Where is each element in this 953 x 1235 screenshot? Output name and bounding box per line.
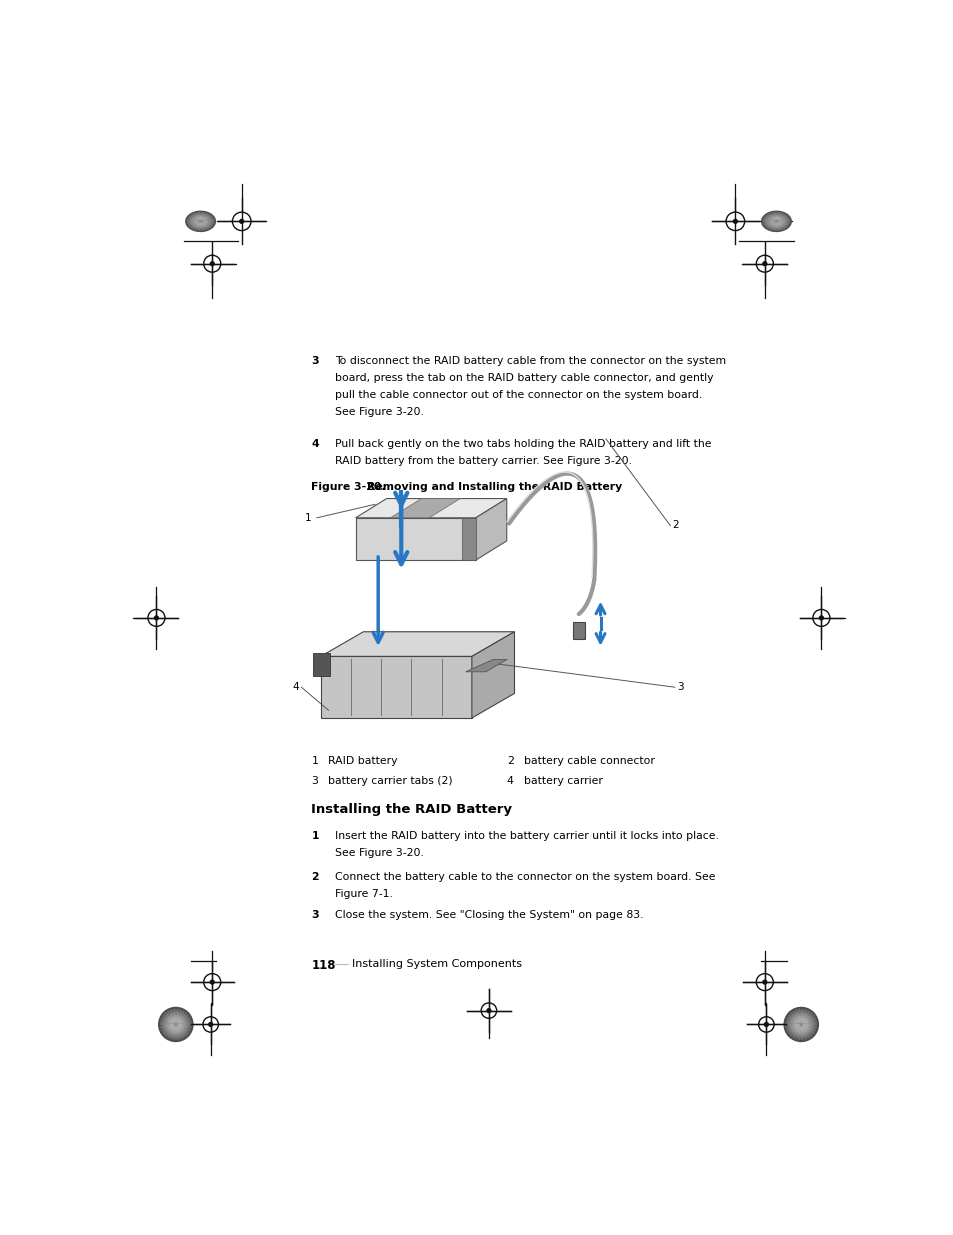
Text: To disconnect the RAID battery cable from the connector on the system: To disconnect the RAID battery cable fro…	[335, 356, 725, 366]
Text: 2: 2	[311, 872, 318, 882]
Text: board, press the tab on the RAID battery cable connector, and gently: board, press the tab on the RAID battery…	[335, 373, 713, 383]
Text: Figure 7-1.: Figure 7-1.	[335, 889, 393, 899]
Text: 1: 1	[305, 513, 311, 522]
Ellipse shape	[770, 217, 781, 226]
Circle shape	[239, 220, 243, 224]
Ellipse shape	[768, 216, 783, 227]
Text: RAID battery from the battery carrier. See Figure 3-20.: RAID battery from the battery carrier. S…	[335, 456, 631, 466]
Ellipse shape	[193, 216, 208, 227]
Circle shape	[763, 1023, 767, 1026]
Ellipse shape	[162, 1011, 189, 1037]
Ellipse shape	[785, 1009, 816, 1040]
Ellipse shape	[764, 214, 787, 230]
Ellipse shape	[789, 1014, 812, 1035]
Ellipse shape	[160, 1009, 192, 1040]
Ellipse shape	[794, 1018, 807, 1031]
Text: Close the system. See "Closing the System" on page 83.: Close the system. See "Closing the Syste…	[335, 910, 642, 920]
Text: Insert the RAID battery into the battery carrier until it locks into place.: Insert the RAID battery into the battery…	[335, 831, 718, 841]
Text: 2: 2	[672, 520, 679, 531]
Ellipse shape	[782, 1007, 819, 1042]
Ellipse shape	[762, 212, 789, 231]
Ellipse shape	[158, 1007, 193, 1042]
Polygon shape	[355, 517, 476, 561]
Circle shape	[733, 220, 737, 224]
Circle shape	[154, 616, 158, 620]
Ellipse shape	[766, 215, 785, 228]
Polygon shape	[320, 632, 514, 656]
Circle shape	[819, 616, 822, 620]
Text: 4: 4	[293, 682, 298, 692]
Ellipse shape	[799, 1023, 802, 1026]
Ellipse shape	[187, 212, 214, 231]
Ellipse shape	[169, 1018, 182, 1031]
Text: 4: 4	[506, 776, 513, 785]
Text: battery carrier: battery carrier	[523, 776, 602, 785]
Text: 3: 3	[311, 910, 318, 920]
Ellipse shape	[165, 1014, 187, 1035]
Circle shape	[762, 262, 766, 266]
Text: Connect the battery cable to the connector on the system board. See: Connect the battery cable to the connect…	[335, 872, 715, 882]
Text: 3: 3	[677, 682, 683, 692]
Polygon shape	[320, 656, 472, 718]
Ellipse shape	[772, 219, 780, 224]
Text: Pull back gently on the two tabs holding the RAID battery and lift the: Pull back gently on the two tabs holding…	[335, 440, 710, 450]
Text: Installing System Components: Installing System Components	[352, 960, 521, 969]
Polygon shape	[465, 659, 507, 672]
Ellipse shape	[189, 214, 212, 230]
Ellipse shape	[198, 220, 202, 222]
Ellipse shape	[774, 220, 778, 222]
Polygon shape	[461, 517, 476, 561]
Circle shape	[762, 981, 766, 984]
Text: RAID battery: RAID battery	[328, 757, 397, 767]
Ellipse shape	[792, 1015, 809, 1034]
Circle shape	[210, 981, 214, 984]
Ellipse shape	[787, 1011, 814, 1037]
Ellipse shape	[191, 215, 210, 228]
Ellipse shape	[173, 1023, 178, 1026]
Polygon shape	[313, 652, 330, 676]
Text: pull the cable connector out of the connector on the system board.: pull the cable connector out of the conn…	[335, 390, 701, 400]
Ellipse shape	[194, 217, 206, 226]
Text: battery carrier tabs (2): battery carrier tabs (2)	[328, 776, 453, 785]
Circle shape	[210, 262, 214, 266]
Text: 118: 118	[311, 960, 335, 972]
Polygon shape	[472, 632, 514, 718]
Text: Figure 3-20.: Figure 3-20.	[311, 482, 386, 492]
Ellipse shape	[796, 1020, 805, 1029]
Polygon shape	[390, 499, 459, 517]
Ellipse shape	[172, 1020, 180, 1029]
Text: 2: 2	[506, 757, 513, 767]
Text: See Figure 3-20.: See Figure 3-20.	[335, 848, 423, 858]
Text: See Figure 3-20.: See Figure 3-20.	[335, 406, 423, 417]
Text: 3: 3	[311, 776, 318, 785]
Text: Removing and Installing the RAID Battery: Removing and Installing the RAID Battery	[367, 482, 622, 492]
Text: 1: 1	[311, 757, 318, 767]
Ellipse shape	[167, 1015, 185, 1034]
Text: 4: 4	[311, 440, 318, 450]
Text: Installing the RAID Battery: Installing the RAID Battery	[311, 803, 512, 815]
Text: 1: 1	[311, 831, 318, 841]
Circle shape	[209, 1023, 213, 1026]
Polygon shape	[355, 499, 506, 517]
FancyBboxPatch shape	[572, 621, 584, 638]
Text: battery cable connector: battery cable connector	[523, 757, 654, 767]
Circle shape	[486, 1009, 491, 1013]
Ellipse shape	[185, 211, 216, 232]
Ellipse shape	[196, 219, 204, 224]
Ellipse shape	[760, 211, 791, 232]
Text: 3: 3	[311, 356, 318, 366]
Polygon shape	[476, 499, 506, 561]
